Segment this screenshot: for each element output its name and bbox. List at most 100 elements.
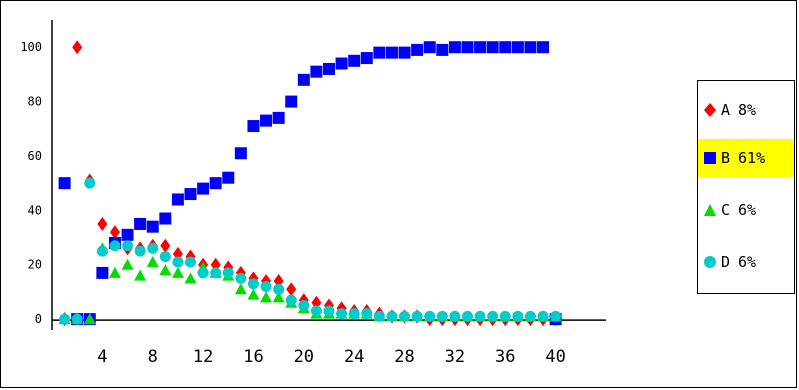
y-tick-label: 20 (28, 258, 42, 272)
square-marker-icon (704, 152, 716, 164)
data-point-b (524, 41, 537, 54)
data-point-b (247, 120, 260, 133)
legend-label-a: A (721, 101, 731, 119)
y-tick-label: 80 (28, 95, 42, 109)
x-tick-labels: 4 8 12 16 20 24 28 32 36 40 (97, 347, 566, 367)
legend: A 8% B 61% C 6% D 6% (697, 80, 795, 294)
data-point-b (323, 62, 335, 75)
legend-percent-a: 8% (738, 101, 757, 119)
diamond-marker-icon (704, 103, 716, 117)
data-point-d (323, 305, 335, 317)
data-point-c (184, 272, 197, 284)
data-point-b (159, 212, 172, 225)
data-point-d (172, 256, 184, 268)
x-tick-label: 32 (445, 347, 465, 367)
data-point-b (96, 266, 109, 279)
data-point-a (286, 282, 297, 297)
data-point-d (71, 313, 83, 325)
data-point-c (121, 258, 134, 270)
data-point-b (335, 57, 348, 70)
data-point-b (348, 54, 361, 67)
data-point-b (234, 147, 247, 160)
circle-marker-icon (704, 256, 716, 268)
data-point-b (436, 43, 449, 56)
data-point-c (234, 283, 247, 295)
data-point-d (386, 310, 398, 322)
x-tick-label: 16 (243, 347, 263, 367)
series-c (58, 242, 562, 325)
data-point-d (260, 280, 272, 292)
data-point-b (184, 188, 197, 201)
data-point-b (260, 114, 273, 127)
data-point-b (197, 182, 210, 195)
data-point-d (147, 242, 159, 254)
data-point-b (209, 177, 222, 190)
data-point-b (537, 41, 550, 54)
data-point-d (550, 310, 562, 322)
data-point-c (159, 264, 172, 276)
data-point-d (373, 310, 385, 322)
legend-item-d: D 6% (698, 243, 794, 281)
legend-percent-b: 61% (738, 149, 766, 167)
x-tick-label: 20 (294, 347, 314, 367)
data-point-c (108, 266, 121, 278)
data-point-c (272, 291, 285, 303)
legend-percent-c: 6% (738, 201, 757, 219)
data-point-c (83, 313, 96, 325)
data-point-d (122, 240, 134, 252)
data-points (58, 40, 562, 327)
data-point-b (486, 41, 499, 54)
data-point-d (411, 310, 423, 322)
x-tick-label: 28 (394, 347, 414, 367)
data-point-b (134, 217, 147, 230)
data-point-b (385, 46, 398, 59)
y-tick-labels: 0 20 40 60 80 100 (20, 40, 42, 326)
y-tick-label: 40 (28, 203, 42, 217)
legend-label-b: B (721, 149, 731, 167)
data-point-c (260, 291, 273, 303)
data-point-b (411, 43, 424, 56)
data-point-d (96, 245, 108, 257)
data-point-b (373, 46, 386, 59)
data-point-d (222, 267, 234, 279)
data-point-b (423, 41, 436, 54)
data-point-d (462, 310, 473, 322)
data-point-a (72, 40, 83, 55)
x-tick-label: 4 (97, 347, 107, 367)
data-point-d (361, 308, 373, 320)
triangle-marker-icon (704, 204, 716, 216)
data-point-c (134, 269, 147, 281)
legend-label-c: C (721, 201, 731, 219)
data-point-c (146, 256, 159, 268)
data-point-d (159, 251, 171, 263)
x-tick-label: 40 (545, 347, 565, 367)
data-point-d (474, 310, 486, 322)
y-tick-label: 0 (35, 312, 42, 326)
legend-item-c: C 6% (698, 191, 794, 229)
data-point-d (336, 308, 348, 320)
y-tick-label: 100 (20, 40, 42, 54)
legend-item-a: A 8% (698, 91, 794, 129)
data-point-d (399, 310, 411, 322)
data-point-b (511, 41, 524, 54)
data-point-d (436, 310, 448, 322)
legend-item-b: B 61% (698, 139, 794, 177)
data-point-d (537, 310, 549, 322)
data-point-b (285, 95, 298, 108)
x-tick-label: 12 (193, 347, 213, 367)
data-point-d (524, 310, 536, 322)
data-point-b (360, 52, 373, 65)
series-d (59, 177, 562, 325)
data-point-d (512, 310, 524, 322)
x-tick-label: 24 (344, 347, 364, 367)
series-b (58, 41, 562, 326)
data-point-d (59, 313, 71, 325)
data-point-b (222, 171, 235, 184)
data-point-d (84, 177, 96, 189)
data-point-d (210, 267, 222, 279)
data-point-d (298, 300, 310, 312)
data-point-a (160, 238, 171, 253)
data-point-d (424, 310, 436, 322)
